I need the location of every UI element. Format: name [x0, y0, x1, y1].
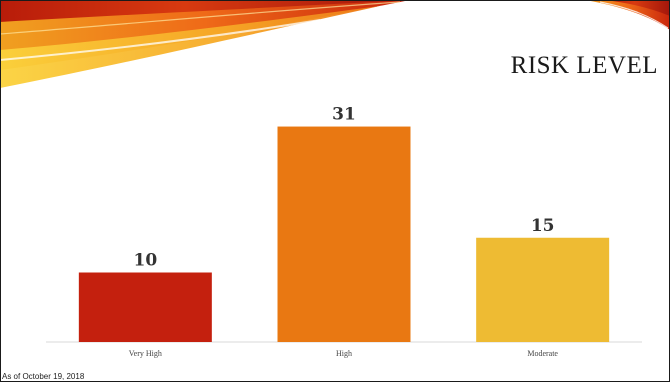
- data-label-very-high: 10: [133, 251, 157, 271]
- category-label-moderate: Moderate: [527, 349, 558, 358]
- category-labels-layer: Very High High Moderate: [129, 349, 559, 358]
- category-label-high: High: [336, 349, 352, 358]
- footer-note: As of October 19, 2018: [2, 372, 85, 381]
- bar-moderate: [476, 237, 610, 342]
- header-swoosh-decoration: [0, 0, 670, 88]
- category-label-very-high: Very High: [129, 349, 162, 358]
- slide-title: RISK LEVEL: [510, 52, 658, 79]
- bar-very-high: [78, 272, 212, 342]
- data-labels-layer: 10 31 15: [133, 105, 554, 271]
- data-label-high: 31: [332, 105, 356, 125]
- data-label-moderate: 15: [531, 216, 555, 236]
- bar-high: [277, 126, 411, 342]
- bars-layer: [78, 126, 610, 342]
